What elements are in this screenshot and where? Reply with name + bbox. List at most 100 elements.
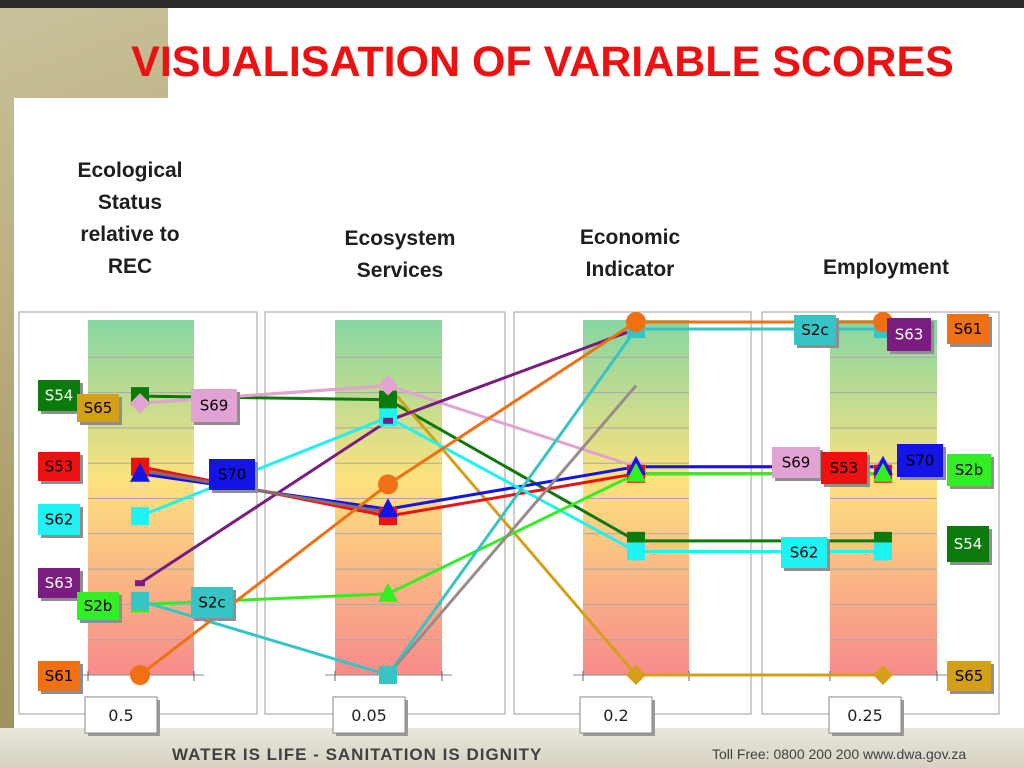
series-label-text: S62 (45, 511, 74, 529)
series-label-box (191, 587, 233, 618)
weight-label-ecosystem-services: 0.05 (351, 706, 387, 725)
marker-s65 (626, 665, 646, 685)
series-label-box (947, 314, 989, 344)
marker-s63 (135, 580, 145, 587)
series-line-s2c (139, 327, 883, 677)
marker-s70 (130, 462, 150, 482)
series-label-s70: S70 (897, 444, 946, 480)
series-line-s2b (139, 472, 883, 606)
series-label-s65: S65 (77, 394, 122, 425)
weight-label-ecological-status-relative-to-rec: 0.5 (108, 706, 133, 725)
marker-s70 (378, 498, 398, 518)
series-label-s53: S53 (821, 452, 870, 487)
series-label-s53: S53 (38, 452, 83, 484)
series-label-s54: S54 (38, 380, 83, 414)
marker-s2b (378, 582, 398, 602)
series-label-s2c: S2c (794, 315, 839, 348)
top-bar (0, 0, 1024, 8)
series-label-s70: S70 (209, 459, 258, 493)
series-label-box (772, 447, 820, 478)
series-label-s63: S63 (38, 568, 83, 601)
series-label-text: S54 (45, 387, 74, 405)
series-label-s69: S69 (772, 447, 823, 481)
series-label-box (897, 444, 943, 477)
marker-s2b (873, 462, 893, 482)
series-label-s61: S61 (38, 661, 83, 694)
marker-s62 (627, 542, 645, 561)
series-label-s62: S62 (38, 504, 83, 538)
marker-s69 (130, 393, 150, 414)
series-label-box (794, 315, 836, 345)
series-label-text: S2c (198, 594, 225, 612)
series-label-box (821, 452, 867, 484)
marker-s61 (378, 474, 398, 495)
series-label-text: S63 (895, 326, 924, 344)
category-label-ecological-status-relative-to-rec: Ecological Status relative to REC (77, 159, 182, 278)
series-label-box (38, 661, 80, 691)
series-label-text: S63 (45, 574, 74, 592)
score-band-economic-indicator (583, 320, 689, 675)
series-line-s54 (139, 394, 883, 543)
series-label-text: S61 (954, 320, 983, 338)
page-title: VISUALISATION OF VARIABLE SCORES (131, 38, 954, 86)
category-label-ecosystem-services: Ecosystem Services (345, 227, 456, 282)
series-label-box (947, 661, 991, 691)
series-label-text: S65 (955, 667, 984, 685)
marker-s2c (131, 591, 149, 610)
series-line-s61 (139, 320, 883, 677)
series-label-text: S62 (790, 544, 819, 562)
series-label-box (947, 526, 989, 562)
marker-s69 (378, 375, 398, 396)
weight-label-employment: 0.25 (847, 706, 883, 725)
marker-s2c (379, 666, 397, 684)
series-label-text: S2b (955, 461, 984, 479)
series-label-text: S2b (84, 597, 113, 615)
series-label-text: S69 (782, 454, 811, 472)
series-label-text: S54 (954, 535, 983, 553)
series-label-box (209, 459, 255, 490)
series-label-s61: S61 (947, 314, 992, 347)
footer-contact: Toll Free: 0800 200 200 www.dwa.gov.za (712, 746, 967, 762)
weight-box (579, 696, 653, 734)
series-line-s62 (139, 415, 883, 553)
marker-s62 (131, 507, 149, 526)
marker-s65 (873, 665, 893, 685)
series-label-s63: S63 (887, 318, 934, 354)
marker-s61 (626, 312, 646, 332)
series-label-s2b: S2b (77, 592, 122, 623)
weight-box (332, 696, 406, 734)
series-label-text: S70 (218, 466, 247, 484)
score-band-employment (830, 320, 937, 675)
marker-s63 (383, 417, 393, 424)
series-label-box (77, 394, 119, 422)
series-label-s2b: S2b (947, 454, 994, 489)
connector-line (386, 384, 638, 676)
series-label-s65: S65 (947, 661, 994, 694)
series-label-box (887, 318, 931, 351)
series-label-text: S53 (830, 459, 859, 477)
series-label-box (781, 537, 827, 568)
series-label-box (77, 592, 119, 620)
series-label-box (38, 504, 80, 535)
series-label-box (38, 380, 80, 411)
marker-s61 (130, 665, 150, 685)
weight-box (84, 696, 158, 734)
connector-line (139, 468, 389, 515)
series-label-s54: S54 (947, 526, 992, 565)
series-label-text: S53 (45, 458, 74, 476)
series-label-box (191, 389, 237, 422)
weight-label-economic-indicator: 0.2 (603, 706, 628, 725)
series-label-box (947, 454, 991, 486)
series-label-s69: S69 (191, 389, 240, 425)
marker-s2b (626, 462, 646, 482)
footer-slogan: WATER IS LIFE - SANITATION IS DIGNITY (172, 745, 543, 764)
series-label-text: S61 (45, 667, 74, 685)
weight-box (828, 696, 902, 734)
series-label-text: S70 (906, 452, 935, 470)
marker-s54 (379, 390, 397, 409)
marker-s62 (874, 542, 892, 561)
category-label-employment: Employment (823, 256, 949, 279)
series-label-text: S65 (84, 399, 113, 417)
series-label-box (38, 452, 80, 481)
series-label-box (38, 568, 80, 598)
